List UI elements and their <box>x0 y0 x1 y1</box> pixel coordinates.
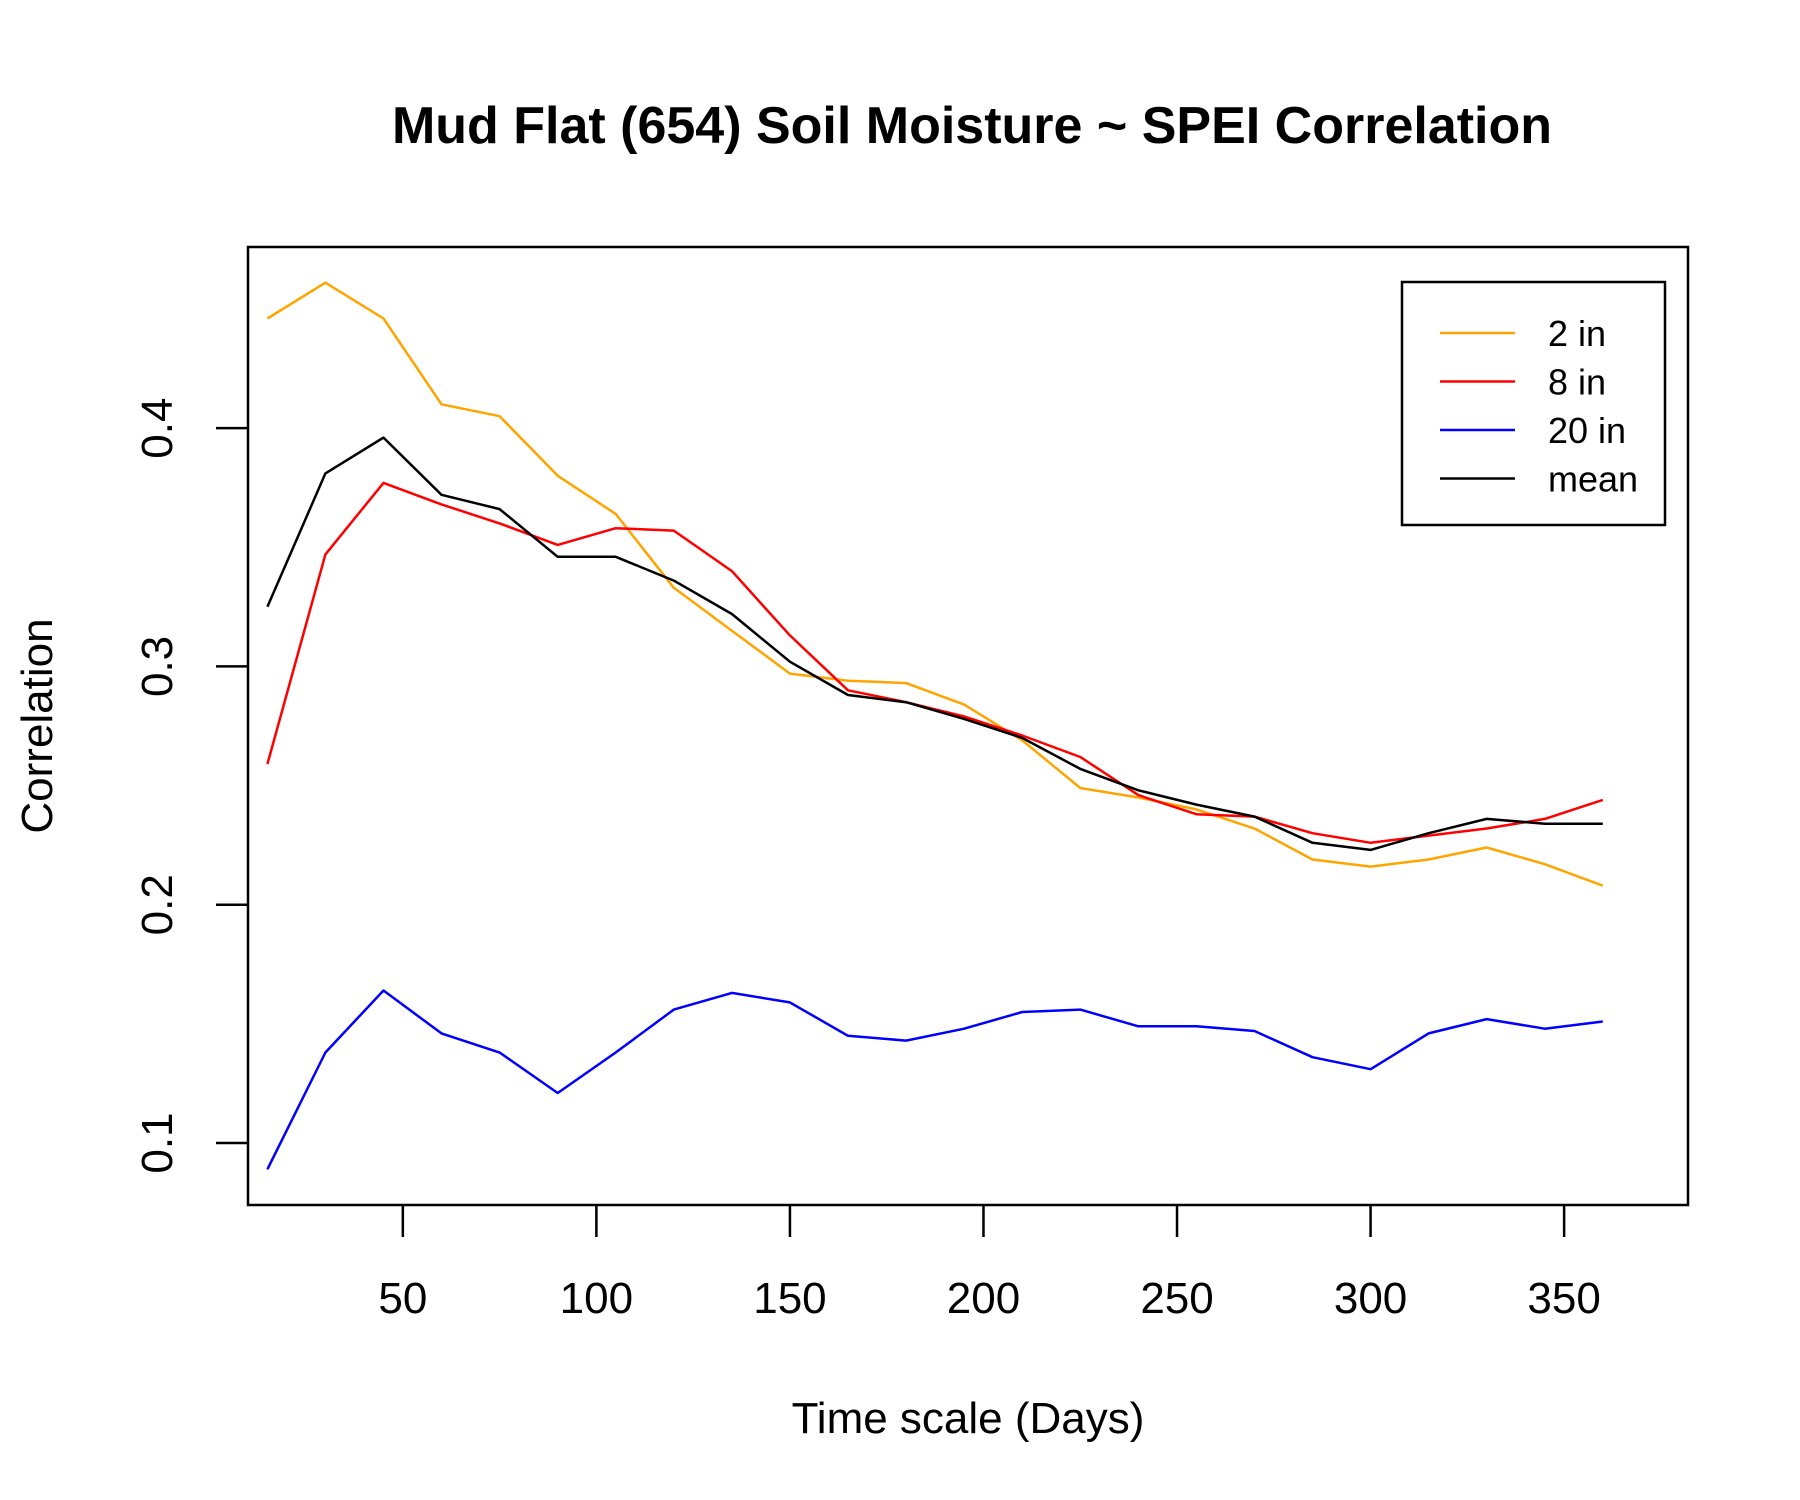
plot-frame <box>246 245 1690 1207</box>
legend: 2 in 8 in 20 in mean <box>1400 280 1667 527</box>
x-tick-label: 250 <box>1140 1274 1213 1323</box>
series-line-mean <box>266 436 1603 852</box>
x-tick-label: 150 <box>753 1274 826 1323</box>
y-tick-label: 0.1 <box>133 1112 182 1173</box>
legend-label: mean <box>1548 459 1638 500</box>
x-tick-label: 350 <box>1527 1274 1600 1323</box>
legend-label: 20 in <box>1548 410 1626 451</box>
series-layer <box>266 281 1604 1170</box>
legend-label: 8 in <box>1548 362 1606 403</box>
x-tick-label: 200 <box>947 1274 1020 1323</box>
x-axis-label: Time scale (Days) <box>792 1394 1145 1443</box>
y-tick-label: 0.2 <box>133 874 182 935</box>
series-line-20-in <box>266 989 1603 1170</box>
y-axis: 0.1 0.2 0.3 0.4 <box>133 398 248 1174</box>
series-line-2-in <box>266 281 1604 887</box>
chart-title: Mud Flat (654) Soil Moisture ~ SPEI Corr… <box>392 97 1552 155</box>
y-tick-label: 0.4 <box>133 398 182 459</box>
series-line-8-in <box>266 481 1604 845</box>
legend-label: 2 in <box>1548 313 1606 354</box>
y-tick-label: 0.3 <box>133 636 182 697</box>
x-axis: 50 100 150 200 250 300 350 <box>378 1205 1601 1323</box>
x-tick-label: 100 <box>560 1274 633 1323</box>
y-axis-label: Correlation <box>13 618 62 833</box>
legend-box <box>1400 280 1667 527</box>
x-tick-label: 50 <box>378 1274 427 1323</box>
x-tick-label: 300 <box>1334 1274 1407 1323</box>
